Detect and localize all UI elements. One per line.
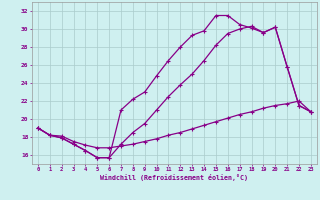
X-axis label: Windchill (Refroidissement éolien,°C): Windchill (Refroidissement éolien,°C): [100, 174, 248, 181]
